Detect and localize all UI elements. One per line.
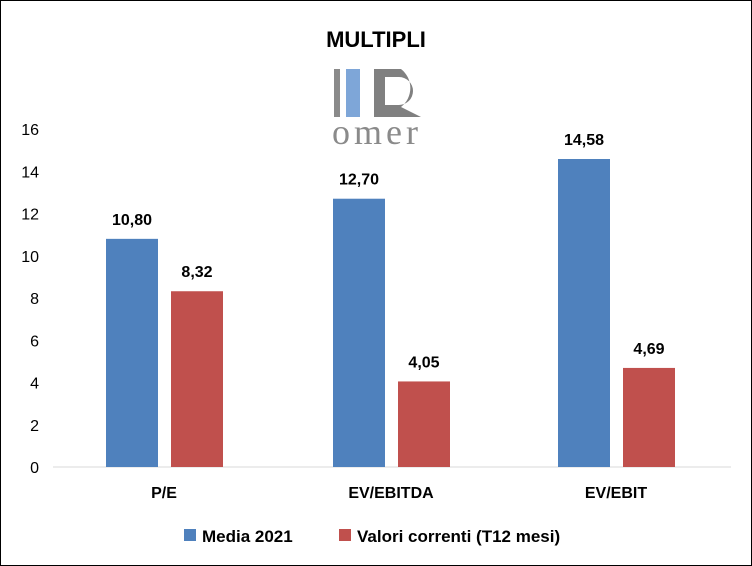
x-tick-label: EV/EBIT (585, 485, 647, 502)
data-label: 10,80 (112, 212, 152, 229)
bar (106, 238, 158, 467)
y-tick-label: 12 (21, 207, 39, 224)
data-label: 12,70 (339, 172, 379, 189)
logo-text: omer (332, 112, 422, 152)
x-tick-label: P/E (151, 485, 177, 502)
bar (171, 291, 223, 467)
y-tick-label: 0 (30, 460, 39, 477)
bar (398, 381, 450, 467)
data-label: 4,69 (633, 341, 664, 358)
x-tick-label: EV/EBITDA (348, 485, 434, 502)
logo: omer (332, 69, 422, 152)
bar (558, 158, 610, 467)
legend-swatch-media-2021 (184, 529, 196, 541)
legend-label-media-2021: Media 2021 (202, 527, 293, 546)
data-label: 8,32 (181, 264, 212, 281)
y-tick-label: 16 (21, 122, 39, 139)
chart-title: MULTIPLI (326, 27, 426, 52)
legend-label-valori-correnti: Valori correnti (T12 mesi) (357, 527, 560, 546)
y-tick-label: 8 (30, 291, 39, 308)
y-tick-label: 2 (30, 418, 39, 435)
bar (333, 198, 385, 467)
y-tick-label: 14 (21, 164, 39, 181)
y-tick-label: 4 (30, 376, 39, 393)
y-axis: 0 2 4 6 8 10 12 14 16 (21, 122, 39, 477)
legend-swatch-valori-correnti (339, 529, 351, 541)
data-label: 4,05 (408, 354, 439, 371)
legend: Media 2021 Valori correnti (T12 mesi) (184, 527, 560, 546)
bar (623, 367, 675, 467)
y-tick-label: 6 (30, 333, 39, 350)
data-label: 14,58 (564, 132, 604, 149)
y-tick-label: 10 (21, 249, 39, 266)
bars: P/E 10,80 8,32 EV/EBITDA 12,70 4,05 EV/EBIT 14,… (106, 132, 675, 502)
